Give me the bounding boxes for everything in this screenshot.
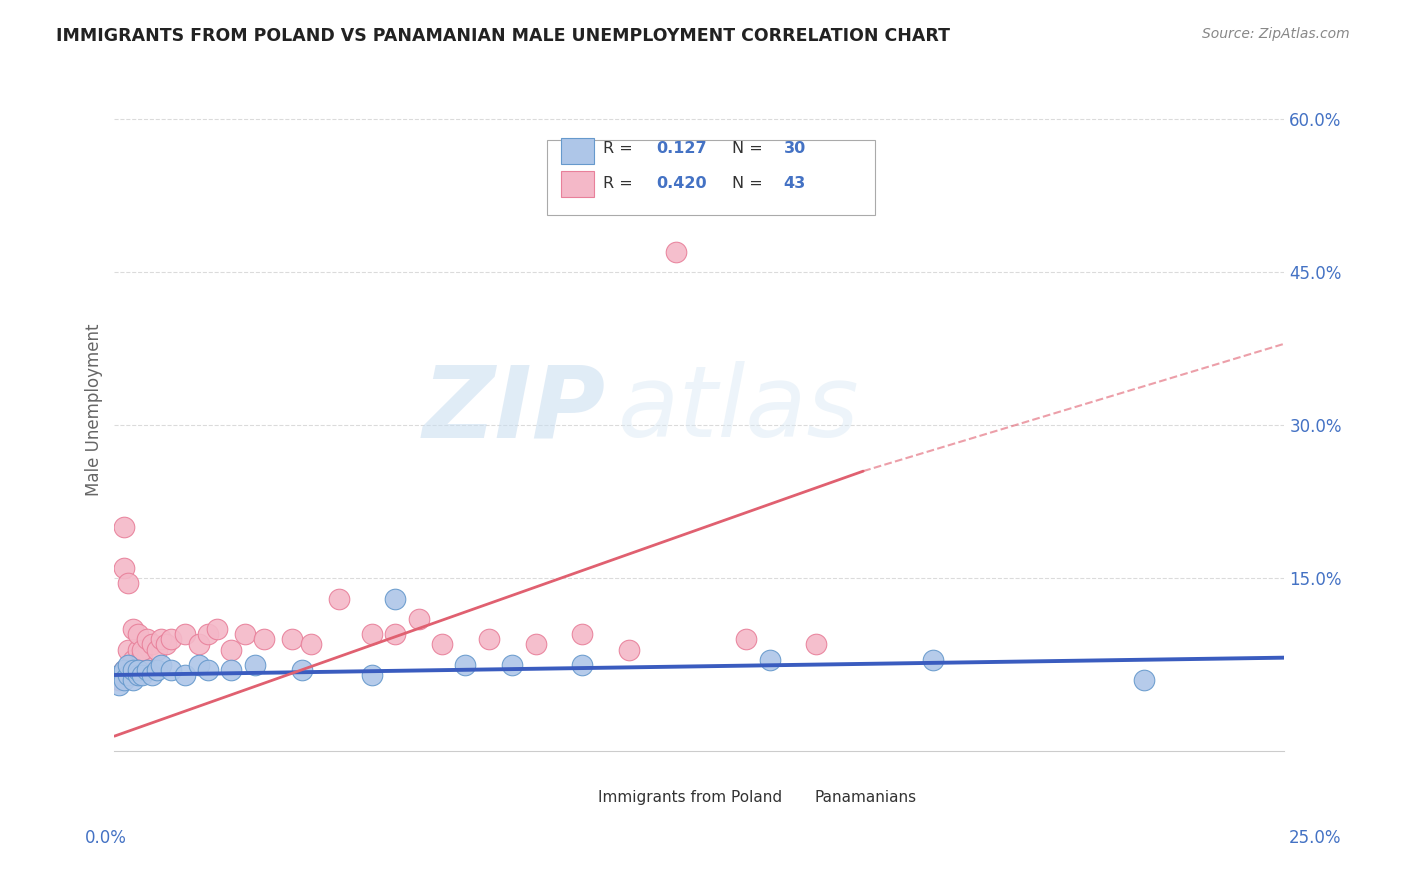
Point (454, 657, 477, 672)
Point (112, 520, 135, 534)
Text: 43: 43 (783, 176, 806, 191)
Text: ZIP: ZIP (423, 361, 606, 458)
Point (619, 642, 641, 657)
Point (131, 668, 153, 682)
Point (108, 668, 131, 682)
Point (112, 673, 135, 687)
Point (478, 632, 501, 647)
Point (122, 663, 145, 677)
Point (131, 648, 153, 662)
Point (145, 642, 167, 657)
FancyBboxPatch shape (547, 140, 875, 215)
Text: N =: N = (733, 141, 768, 156)
Point (187, 637, 209, 651)
Point (108, 673, 131, 687)
Text: 0.420: 0.420 (657, 176, 707, 191)
Point (328, 591, 350, 606)
Point (127, 663, 149, 677)
Point (117, 642, 139, 657)
Point (145, 663, 167, 677)
Point (112, 663, 135, 677)
Point (122, 653, 145, 667)
Point (207, 622, 229, 636)
Text: R =: R = (603, 141, 638, 156)
Point (173, 668, 195, 682)
Point (235, 627, 257, 641)
Point (117, 576, 139, 591)
Point (150, 657, 173, 672)
Text: Panamanians: Panamanians (814, 790, 917, 805)
Point (360, 627, 382, 641)
Point (735, 632, 758, 647)
Text: R =: R = (603, 176, 638, 191)
Point (197, 627, 219, 641)
Point (524, 637, 547, 651)
Point (159, 663, 181, 677)
Point (136, 663, 159, 677)
Text: 30: 30 (783, 141, 806, 156)
Point (384, 591, 406, 606)
Point (141, 668, 163, 682)
Text: 25.0%: 25.0% (1288, 829, 1341, 847)
Y-axis label: Male Unemployment: Male Unemployment (86, 324, 103, 496)
Point (150, 632, 173, 647)
Point (221, 642, 243, 657)
Text: Source: ZipAtlas.com: Source: ZipAtlas.com (1202, 27, 1350, 41)
Point (155, 637, 177, 651)
Point (291, 663, 314, 677)
Point (384, 627, 406, 641)
Point (159, 632, 181, 647)
Point (108, 678, 131, 692)
Point (108, 668, 131, 682)
FancyBboxPatch shape (560, 788, 588, 808)
Point (122, 668, 145, 682)
Text: N =: N = (733, 176, 768, 191)
FancyBboxPatch shape (776, 788, 804, 808)
Point (141, 637, 163, 651)
Point (360, 668, 382, 682)
Point (127, 627, 149, 641)
Point (173, 627, 195, 641)
Point (922, 653, 945, 667)
Point (299, 637, 322, 651)
Point (131, 642, 153, 657)
Point (127, 668, 149, 682)
Point (112, 663, 135, 677)
FancyBboxPatch shape (561, 171, 595, 197)
Point (1133, 673, 1156, 687)
Point (197, 663, 219, 677)
Point (253, 632, 276, 647)
FancyBboxPatch shape (561, 138, 595, 164)
Point (117, 657, 139, 672)
Point (501, 657, 523, 672)
Point (221, 663, 243, 677)
Point (117, 668, 139, 682)
Point (571, 657, 593, 672)
Point (122, 622, 145, 636)
Point (117, 668, 139, 682)
Text: 0.0%: 0.0% (84, 829, 127, 847)
Point (430, 637, 453, 651)
Point (127, 642, 149, 657)
Point (243, 657, 266, 672)
Point (408, 612, 430, 626)
Point (136, 632, 159, 647)
Text: 0.127: 0.127 (657, 141, 707, 156)
Text: atlas: atlas (617, 361, 859, 458)
Point (136, 663, 159, 677)
Point (281, 632, 304, 647)
Point (665, 244, 688, 259)
Point (122, 673, 145, 687)
Point (806, 637, 828, 651)
Point (571, 627, 593, 641)
Point (758, 653, 780, 667)
Point (187, 657, 209, 672)
Text: IMMIGRANTS FROM POLAND VS PANAMANIAN MALE UNEMPLOYMENT CORRELATION CHART: IMMIGRANTS FROM POLAND VS PANAMANIAN MAL… (56, 27, 950, 45)
Point (112, 561, 135, 575)
Text: Immigrants from Poland: Immigrants from Poland (598, 790, 782, 805)
